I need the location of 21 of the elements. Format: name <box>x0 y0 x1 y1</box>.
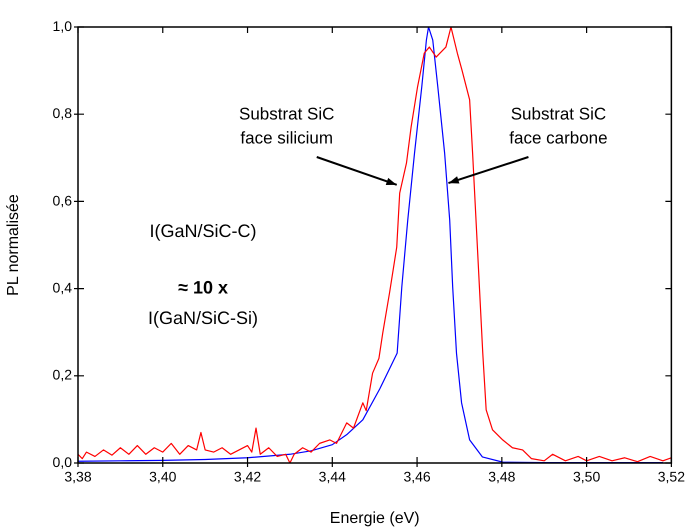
x-tick-label: 3,40 <box>149 468 177 484</box>
y-tick-label: 0,6 <box>52 192 72 208</box>
x-axis-title: Energie (eV) <box>330 510 420 527</box>
y-tick-label: 1,0 <box>52 18 72 34</box>
x-tick-label: 3,52 <box>658 468 686 484</box>
y-tick-label: 0,8 <box>52 105 72 122</box>
x-tick-label: 3,46 <box>403 468 431 484</box>
y-tick-label: 0,0 <box>52 454 72 470</box>
x-tick-label: 3,50 <box>572 468 600 484</box>
annotation: Substrat SiC face carbone <box>509 104 608 148</box>
annotation: I(GaN/SiC-Si) <box>148 308 258 328</box>
x-tick-label: 3,48 <box>488 468 516 484</box>
y-tick-label: 0,4 <box>52 279 72 296</box>
y-axis-title: PL normalisée <box>5 194 22 296</box>
y-tick-label: 0,2 <box>52 366 72 383</box>
x-tick-label: 3,42 <box>234 468 262 484</box>
annotation: Substrat SiC face silicium <box>239 104 334 148</box>
x-tick-label: 3,44 <box>318 468 346 484</box>
x-tick-label: 3,38 <box>64 468 92 484</box>
annotation: ≈ 10 x <box>178 278 228 298</box>
annotation: I(GaN/SiC-C) <box>150 220 257 241</box>
